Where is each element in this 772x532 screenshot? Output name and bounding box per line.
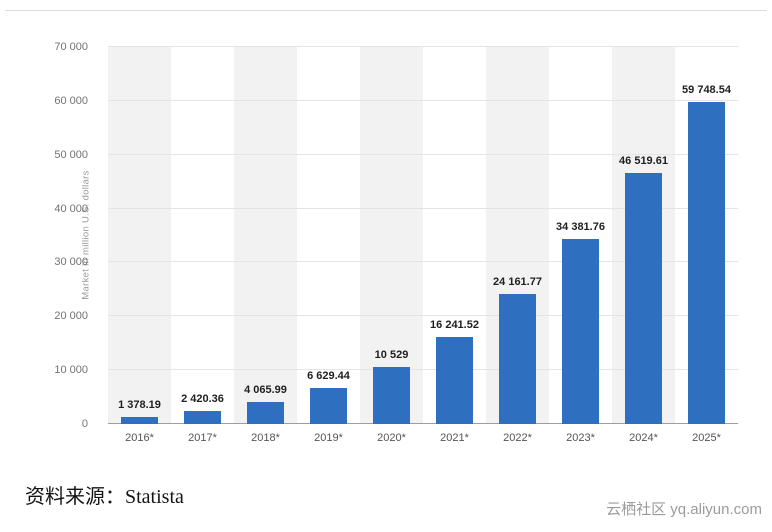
- bar-column: 2 420.36 2017*: [171, 47, 234, 444]
- gridline: [108, 315, 738, 317]
- bar-column: 10 529 2020*: [360, 47, 423, 444]
- watermark: 云栖社区 yq.aliyun.com: [606, 501, 762, 518]
- bar: [310, 388, 347, 424]
- value-label: 2 420.36: [181, 392, 224, 405]
- bar-series: 1 378.19 2016* 2 420.36 2017* 4 065.99 2018* 6…: [108, 47, 738, 444]
- x-tick-label: 2021*: [440, 432, 469, 444]
- bar-column: 46 519.61 2024*: [612, 47, 675, 444]
- y-tick-label: 70 000: [54, 41, 88, 53]
- column-stripe: [234, 47, 297, 424]
- bar-column: 1 378.19 2016*: [108, 47, 171, 444]
- value-label: 46 519.61: [619, 155, 668, 168]
- gridline: [108, 46, 738, 47]
- x-tick-label: 2020*: [377, 432, 406, 444]
- bar-column: 16 241.52 2021*: [423, 47, 486, 444]
- x-tick-label: 2018*: [251, 432, 280, 444]
- bar-column: 6 629.44 2019*: [297, 47, 360, 444]
- bar: [121, 416, 158, 424]
- value-label: 1 378.19: [118, 398, 161, 411]
- bar-column: 34 381.76 2023*: [549, 47, 612, 444]
- bar: [562, 238, 599, 424]
- y-tick-label: 20 000: [54, 310, 88, 323]
- bar: [184, 410, 221, 424]
- y-tick-label: 0: [81, 418, 88, 430]
- x-tick-label: 2017*: [188, 432, 217, 444]
- value-label: 16 241.52: [430, 318, 479, 331]
- gridlines: [108, 46, 738, 424]
- bar: [688, 102, 725, 424]
- gridline: [108, 99, 738, 101]
- value-label: 59 748.54: [682, 84, 731, 97]
- x-tick-label: 2019*: [314, 432, 343, 444]
- bar-column: 59 748.54 2025*: [675, 47, 738, 444]
- bar: [373, 367, 410, 424]
- column-stripe: [108, 47, 171, 424]
- x-tick-label: 2024*: [629, 432, 658, 444]
- value-label: 6 629.44: [307, 370, 350, 383]
- column-stripe: [360, 47, 423, 424]
- value-label: 10 529: [374, 349, 409, 362]
- x-tick-label: 2016*: [125, 432, 154, 444]
- source-label: 资料来源：Statista: [25, 486, 184, 508]
- bar: [247, 402, 284, 424]
- y-tick-label: 40 000: [54, 202, 88, 215]
- bar: [625, 173, 662, 424]
- bar-column: 24 161.77 2022*: [486, 47, 549, 444]
- value-label: 34 381.76: [556, 220, 605, 233]
- y-tick-label: 60 000: [54, 94, 88, 107]
- value-label: 4 065.99: [244, 384, 287, 397]
- gridline: [108, 261, 738, 263]
- bar: [436, 336, 473, 424]
- x-axis-line: [108, 423, 738, 424]
- bar-chart: Market in million U.S. dollars 0 10 000 20…: [0, 41, 738, 444]
- y-tick-label: 10 000: [54, 364, 88, 377]
- bar: [499, 293, 536, 424]
- value-label: 24 161.77: [493, 275, 542, 288]
- gridline: [108, 153, 738, 155]
- y-tick-label: 50 000: [54, 148, 88, 161]
- top-divider: [5, 10, 767, 11]
- gridline: [108, 207, 738, 209]
- x-tick-label: 2025*: [692, 432, 721, 444]
- gridline: [108, 369, 738, 371]
- x-tick-label: 2022*: [503, 432, 532, 444]
- bar-column: 4 065.99 2018*: [234, 47, 297, 444]
- y-axis: 0 10 000 20 000 30 000 40 000 50 000 60 000 70 …: [0, 41, 98, 430]
- plot-area: 1 378.19 2016* 2 420.36 2017* 4 065.99 2018* 6…: [108, 46, 738, 444]
- x-tick-label: 2023*: [566, 432, 595, 444]
- y-tick-label: 30 000: [54, 256, 88, 269]
